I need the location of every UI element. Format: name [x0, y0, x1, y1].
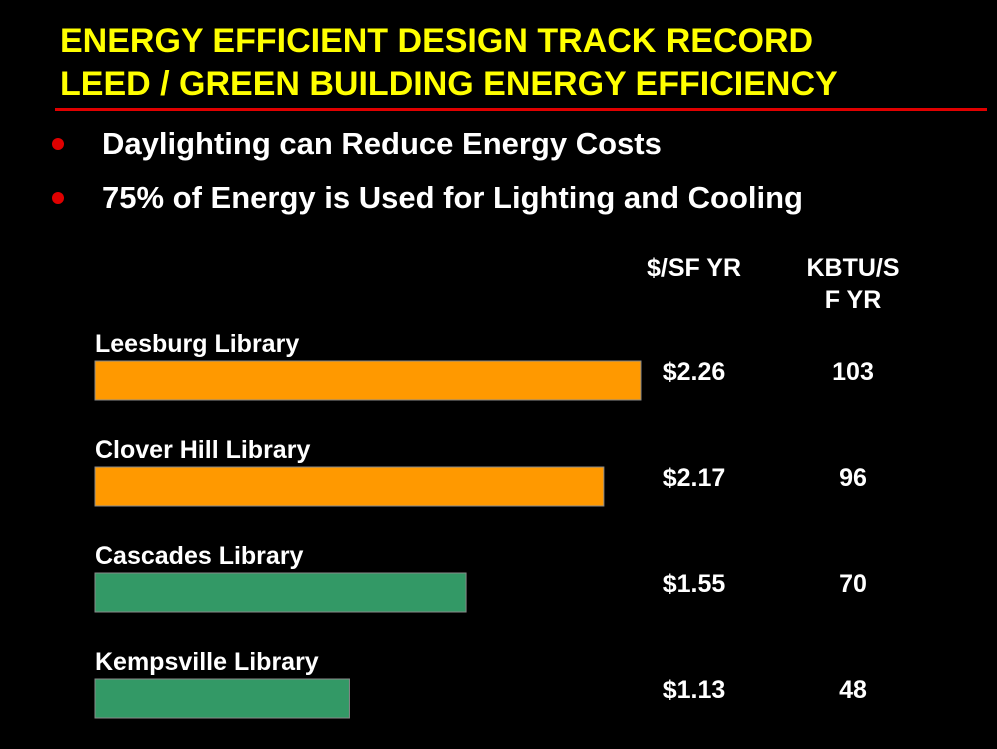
kbtu-value: 48 — [839, 676, 867, 704]
cost-value: $2.26 — [663, 358, 726, 386]
bullet-dot-icon — [52, 192, 64, 204]
bullet-dot-icon — [52, 138, 64, 150]
library-label: Clover Hill Library — [95, 436, 310, 464]
cost-value: $2.17 — [663, 464, 726, 492]
library-label: Cascades Library — [95, 542, 304, 570]
energy-bar — [94, 360, 642, 401]
energy-bar — [94, 678, 350, 719]
title-line-2: LEED / GREEN BUILDING ENERGY EFFICIENCY — [60, 65, 838, 103]
cost-value: $1.55 — [663, 570, 726, 598]
bullet-text: 75% of Energy is Used for Lighting and C… — [102, 180, 803, 215]
kbtu-value: 103 — [832, 358, 874, 386]
column-header-kbtu: KBTU/S F YR — [806, 254, 900, 314]
library-label: Leesburg Library — [95, 330, 299, 358]
energy-bar — [94, 572, 467, 613]
title-divider — [55, 108, 987, 111]
cost-value: $1.13 — [663, 676, 726, 704]
bullet-text: Daylighting can Reduce Energy Costs — [102, 126, 662, 161]
column-header-cost: $/SF YR — [646, 254, 742, 282]
slide-title: ENERGY EFFICIENT DESIGN TRACK RECORD LEE… — [60, 20, 838, 106]
bullet-item: 75% of Energy is Used for Lighting and C… — [52, 180, 952, 220]
bullet-item: Daylighting can Reduce Energy Costs — [52, 126, 952, 166]
kbtu-value: 96 — [839, 464, 867, 492]
title-line-1: ENERGY EFFICIENT DESIGN TRACK RECORD — [60, 22, 814, 60]
kbtu-value: 70 — [839, 570, 867, 598]
library-label: Kempsville Library — [95, 648, 319, 676]
energy-bar — [94, 466, 605, 507]
